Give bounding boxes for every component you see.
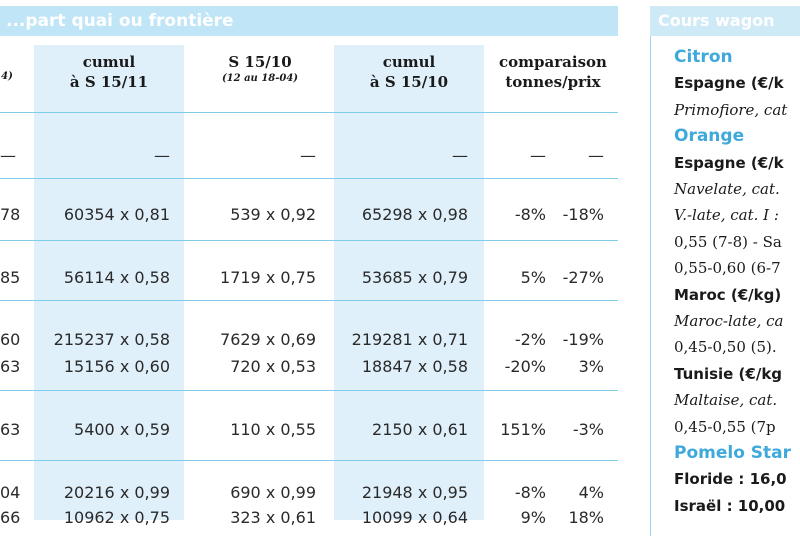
table-cell-c4: 18847 x 0,58 (361, 357, 468, 376)
sidebar-line: Navelate, cat. (674, 180, 780, 198)
header-line2: (12 au 18-04) (221, 73, 299, 84)
column-shade-cumul-1 (34, 45, 184, 520)
table-cell-c1: 63 (0, 420, 21, 439)
table-cell-c4: 65298 x 0,98 (361, 205, 468, 224)
rule (0, 240, 618, 241)
table-cell-c4: 21948 x 0,95 (361, 483, 468, 502)
table-cell-c3: 110 x 0,55 (230, 420, 316, 439)
table-cell-c2: 215237 x 0,58 (53, 330, 170, 349)
table-cell-c3: 7629 x 0,69 (220, 330, 316, 349)
table-cell-c1: — (0, 146, 16, 165)
sidebar-line: 0,55-0,60 (6-7 (674, 259, 781, 278)
sidebar-line: Maroc (€/kg) (674, 285, 782, 304)
table-cell-c2: 60354 x 0,81 (63, 205, 170, 224)
rule (0, 390, 618, 391)
rule (0, 178, 618, 179)
header-line2: tonnes/prix (505, 73, 601, 91)
table-cell-c2: 20216 x 0,99 (63, 483, 170, 502)
header-cumul-s1511: cumul à S 15/11 (34, 52, 184, 92)
table-cell-p1: 151% (500, 420, 546, 439)
sidebar-line: 0,45-0,50 (5). (674, 338, 777, 357)
table-cell-p1: — (530, 146, 546, 165)
table-cell-p1: -8% (514, 205, 546, 224)
header-line2: à S 15/11 (69, 73, 149, 91)
table-cell-c2: 15156 x 0,60 (63, 357, 170, 376)
table-cell-p1: 9% (520, 508, 546, 527)
table-cell-p2: -3% (572, 420, 604, 439)
table-cell-c3: 690 x 0,99 (230, 483, 316, 502)
sidebar-line: Maroc-late, ca (674, 312, 784, 330)
sidebar-line: Pomelo Star (674, 443, 792, 463)
sidebar-line: 0,55 (7-8) - Sa (674, 232, 782, 251)
sidebar-line: Orange (674, 126, 745, 147)
table-cell-p2: — (588, 146, 604, 165)
table-cell-c3: 720 x 0,53 (230, 357, 316, 376)
sidebar-line: Citron (674, 47, 733, 67)
header-comparaison: comparaison tonnes/prix (488, 52, 618, 92)
table-cell-c1: 66 (0, 508, 21, 527)
table-cell-c4: 2150 x 0,61 (372, 420, 468, 439)
table-cell-c1: 78 (0, 205, 21, 224)
table-cell-p1: -8% (514, 483, 546, 502)
table-cell-p2: 3% (578, 357, 604, 376)
table-cell-c4: — (452, 146, 468, 165)
section-banner: ...part quai ou frontière (0, 6, 618, 36)
table-cell-c2: 5400 x 0,59 (74, 420, 170, 439)
table-cell-c1: 60 (0, 330, 21, 349)
table-cell-p2: -19% (562, 330, 604, 349)
table-cell-p2: -27% (562, 268, 604, 287)
header-line1: comparaison (499, 53, 607, 71)
table-cell-p1: 5% (520, 268, 546, 287)
column-shade-cumul-2 (334, 45, 484, 520)
header-line1: cumul (82, 53, 136, 71)
sidebar-line: 0,45-0,55 (7p (674, 417, 776, 436)
sidebar-line: Espagne (€/k (674, 74, 784, 93)
header-s1510: S 15/10 (12 au 18-04) (190, 52, 330, 86)
table-cell-p2: 4% (578, 483, 604, 502)
rule (0, 300, 618, 301)
sidebar-line: Floride : 16,0 (674, 470, 787, 489)
rule (0, 460, 618, 461)
sidebar-line: Tunisie (€/kg (674, 364, 783, 383)
header-col1-sub: 4) (1, 71, 13, 82)
table-cell-p2: -18% (562, 205, 604, 224)
sidebar-line: V.-late, cat. I : (674, 206, 779, 225)
sidebar-title: Cours wagon (650, 6, 800, 36)
table-cell-c1: 63 (0, 357, 21, 376)
table-cell-p1: -2% (514, 330, 546, 349)
table-cell-c3: 323 x 0,61 (230, 508, 316, 527)
table-cell-c2: 56114 x 0,58 (63, 268, 170, 287)
table-cell-c2: — (154, 146, 170, 165)
table-cell-c4: 10099 x 0,64 (361, 508, 468, 527)
table-cell-c4: 53685 x 0,79 (361, 268, 468, 287)
table-cell-c3: 1719 x 0,75 (220, 268, 316, 287)
header-cumul-s1510: cumul à S 15/10 (334, 52, 484, 92)
rule (0, 112, 618, 113)
header-line1: cumul (382, 53, 436, 71)
sidebar-line: Israël : 10,00 (674, 496, 786, 515)
header-col1: 4) (0, 70, 14, 84)
sidebar-panel (650, 36, 800, 536)
header-line2: à S 15/10 (369, 73, 449, 91)
sidebar-line: Espagne (€/k (674, 153, 784, 172)
table-cell-c2: 10962 x 0,75 (63, 508, 170, 527)
table-cell-c3: 539 x 0,92 (230, 205, 316, 224)
sidebar-line: Maltaise, cat. (674, 391, 778, 410)
table-cell-c1: 04 (0, 483, 21, 502)
table-cell-c1: 85 (0, 268, 21, 287)
table-cell-p1: -20% (504, 357, 546, 376)
sidebar-line: Primofiore, cat (674, 100, 788, 119)
header-line1: S 15/10 (228, 53, 292, 71)
table-cell-c3: — (300, 146, 316, 165)
table-cell-c4: 219281 x 0,71 (351, 330, 468, 349)
table-cell-p2: 18% (568, 508, 604, 527)
